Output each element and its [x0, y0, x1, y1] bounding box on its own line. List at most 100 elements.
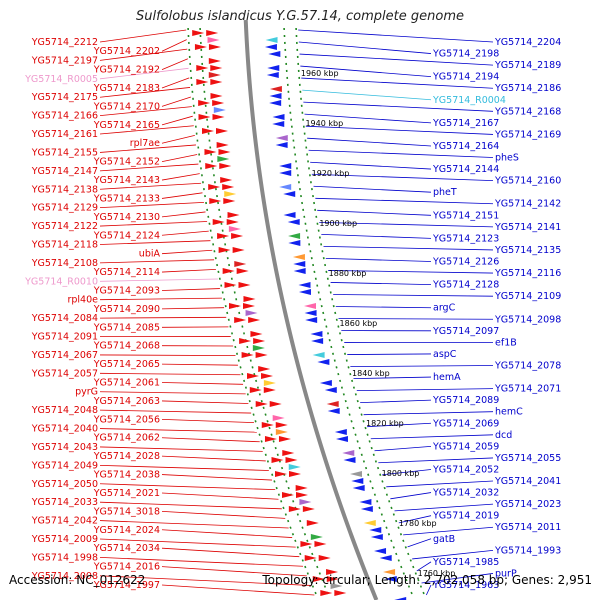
gene-label: purP: [495, 568, 517, 579]
gene-label: YG5714_2130: [93, 212, 160, 223]
tick-label: 1940 kbp: [305, 119, 343, 128]
gene-label: YG5714_2078: [494, 360, 561, 371]
gene-label: YG5714_2138: [31, 184, 98, 195]
gene-label: YG5714_2166: [31, 111, 98, 122]
gene-label: hemC: [495, 407, 523, 418]
gene-label: YG5714_2135: [494, 245, 561, 256]
gene-label: YG5714_2085: [93, 322, 160, 333]
gene-label: YG5714_2033: [31, 497, 98, 508]
gene-label: YG5714_2091: [31, 332, 98, 343]
gene-label: rpl40e: [67, 295, 98, 306]
gene-label: argC: [433, 303, 456, 314]
gene-label: YG5714_2164: [432, 141, 499, 152]
gene-label: aspC: [433, 349, 457, 360]
gene-label: YG5714_2192: [93, 65, 160, 76]
gene-label: YG5714_2194: [432, 72, 499, 83]
gene-label: YG5714_2055: [494, 453, 561, 464]
tick-label: 1840 kbp: [352, 369, 390, 378]
gene-label: YG5714_2071: [494, 384, 561, 395]
gene-label: rpl7ae: [130, 138, 160, 149]
gene-label: YG5714_2090: [93, 304, 160, 315]
gene-label: YG5714_2057: [31, 368, 98, 379]
gene-label: YG5714_2189: [494, 60, 561, 71]
gene-label: YG5714_2165: [93, 120, 160, 131]
tick-label: 1780 kbp: [399, 519, 437, 528]
gene-label: YG5714_2204: [494, 37, 561, 48]
gene-label: YG5714_2124: [93, 230, 160, 241]
tick-label: 1800 kbp: [382, 469, 420, 478]
gene-label: YG5714_2052: [432, 464, 499, 475]
gene-label: YG5714_1997: [93, 580, 160, 591]
gene-label: YG5714_2116: [494, 268, 561, 279]
gene-label: YG5714_2042: [31, 516, 98, 527]
gene-label: pheS: [495, 153, 519, 164]
gene-label: YG5714_2122: [31, 221, 98, 232]
gene-label: YG5714_1985: [432, 557, 499, 568]
gene-label: YG5714_2152: [93, 157, 160, 168]
gene-label: ef1B: [495, 337, 517, 348]
gene-label: YG5714_2098: [494, 314, 561, 325]
gene-label: YG5714_R0010: [24, 276, 98, 287]
gene-label: YG5714_2043: [31, 442, 98, 453]
gene-label: YG5714_2155: [31, 147, 98, 158]
gene-label: YG5714_2084: [31, 313, 98, 324]
gene-label: YG5714_2114: [93, 267, 160, 278]
gene-label: YG5714_R0004: [432, 95, 506, 106]
tick-label: 1920 kbp: [312, 169, 350, 178]
gene-label: YG5714_2147: [31, 166, 98, 177]
gene-label: YG5714_2186: [494, 83, 561, 94]
gene-label: YG5714_2141: [494, 222, 561, 233]
gene-track: [187, 19, 427, 600]
gene-label: YG5714_2059: [432, 441, 499, 452]
gene-label: YG5714_1963: [432, 580, 499, 591]
gene-label: YG5714_1993: [494, 545, 561, 556]
gene-label: YG5714_2048: [31, 405, 98, 416]
gene-label: YG5714_2133: [93, 193, 160, 204]
gene-label: pheT: [433, 187, 457, 198]
gene-label: YG5714_2212: [31, 37, 98, 48]
tick-label: 1820 kbp: [366, 419, 404, 428]
gene-label: YG5714_2069: [432, 418, 499, 429]
gene-label: gatB: [433, 534, 455, 545]
gene-label: YG5714_2089: [432, 395, 499, 406]
topology-text: Topology: circular; Length: 2,702,058 bp…: [262, 573, 592, 587]
gene-label: YG5714_2067: [31, 350, 98, 361]
gene-label: YG5714_2202: [93, 46, 160, 57]
gene-label: YG5714_2169: [494, 129, 561, 140]
gene-label: YG5714_2019: [432, 511, 499, 522]
gene-label: YG5714_2123: [432, 233, 499, 244]
gene-label: YG5714_2041: [494, 476, 561, 487]
gene-label: YG5714_2050: [31, 479, 98, 490]
gene-label: pyrG: [75, 387, 98, 398]
gene-label: YG5714_2167: [432, 118, 499, 129]
gene-label: YG5714_2063: [93, 396, 160, 407]
gene-label: YG5714_3018: [93, 506, 160, 517]
gene-label: YG5714_2032: [432, 488, 499, 499]
gene-label: hemA: [433, 372, 461, 383]
tick-label: 1960 kbp: [301, 69, 339, 78]
gene-label: YG5714_2068: [93, 341, 160, 352]
label-leader-lines: [99, 29, 494, 596]
gene-label: YG5714_2198: [432, 49, 499, 60]
gene-label: YG5714_2038: [93, 470, 160, 481]
tick-label: 1880 kbp: [329, 269, 367, 278]
gene-label: YG5714_R0005: [24, 74, 98, 85]
gene-label: YG5714_2009: [31, 534, 98, 545]
gene-label: YG5714_2097: [432, 326, 499, 337]
gene-label: YG5714_2016: [93, 562, 160, 573]
gene-label: YG5714_2065: [93, 359, 160, 370]
position-ticks: 1960 kbp 1940 kbp 1920 kbp 1900 kbp 1880 kbp…: [301, 69, 455, 578]
gene-label: YG5714_2034: [93, 543, 160, 554]
gene-label: YG5714_2170: [93, 101, 160, 112]
gene-label: YG5714_2161: [31, 129, 98, 140]
gene-label: YG5714_2151: [432, 210, 499, 221]
gene-label: YG5714_2040: [31, 424, 98, 435]
gene-labels: YG5714_2212YG5714_2202YG5714_2197YG5714_…: [24, 37, 561, 591]
gene-label: ubiA: [139, 249, 161, 260]
gene-label: YG5714_2128: [432, 280, 499, 291]
gene-label: YG5714_2183: [93, 83, 160, 94]
gene-label: YG5714_1998: [31, 552, 98, 563]
gene-label: YG5714_2144: [432, 164, 499, 175]
tick-label: 1860 kbp: [340, 319, 378, 328]
